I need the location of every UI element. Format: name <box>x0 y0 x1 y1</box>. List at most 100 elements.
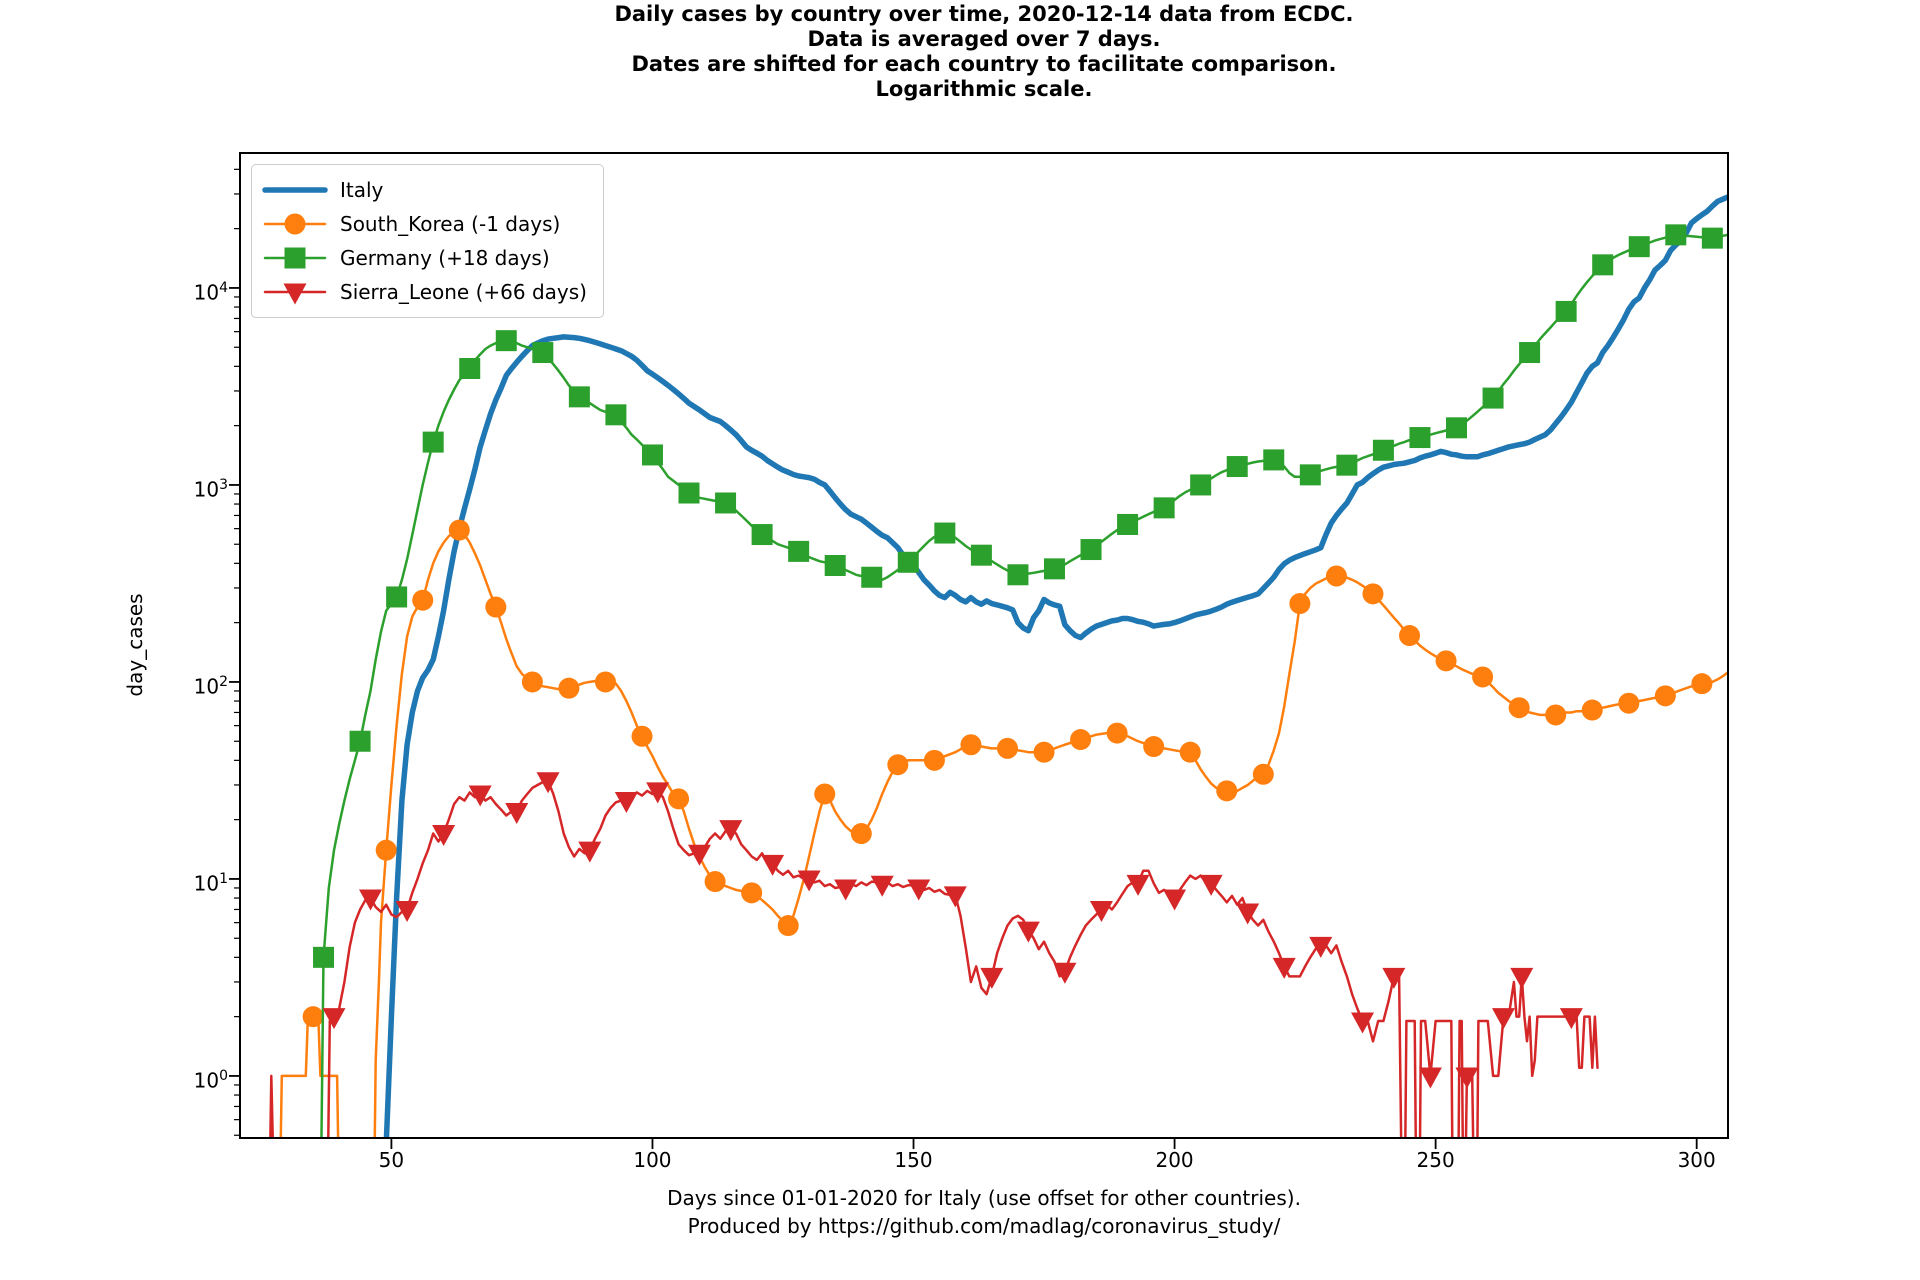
x-tick-label: 150 <box>894 1148 933 1172</box>
data-point <box>1362 583 1384 605</box>
data-point <box>1618 692 1640 714</box>
data-point <box>850 823 872 845</box>
data-point <box>1309 936 1333 958</box>
data-point <box>646 782 670 804</box>
data-point <box>1351 1012 1375 1034</box>
data-point <box>1070 729 1092 751</box>
data-point <box>1089 900 1113 922</box>
data-point <box>468 785 492 807</box>
square-marker-icon <box>263 247 327 269</box>
circle-marker-icon <box>263 213 327 235</box>
data-point <box>375 839 397 861</box>
legend-item-south_korea: South_Korea (-1 days) <box>262 207 587 241</box>
data-point <box>1555 300 1577 322</box>
data-point <box>1163 889 1187 911</box>
data-point <box>934 522 956 544</box>
data-point <box>1117 513 1139 535</box>
legend-label: Italy <box>340 178 384 202</box>
data-point <box>1199 874 1223 896</box>
data-point <box>485 596 507 618</box>
data-point <box>412 589 434 611</box>
data-point <box>761 854 785 876</box>
data-point <box>1382 967 1406 989</box>
data-point <box>824 555 846 577</box>
data-point <box>1043 558 1065 580</box>
data-point <box>631 725 653 747</box>
data-point <box>1272 957 1296 979</box>
legend-label: Germany (+18 days) <box>340 246 550 270</box>
data-point <box>943 886 967 908</box>
data-point <box>1153 497 1175 519</box>
data-point <box>1628 236 1650 258</box>
data-point <box>505 802 529 824</box>
data-point <box>788 540 810 562</box>
data-point <box>1409 427 1431 449</box>
data-point <box>1665 224 1687 246</box>
data-point <box>960 734 982 756</box>
series-line-sierra_leone <box>269 779 1599 1138</box>
data-point <box>1491 1008 1515 1030</box>
chart-title-line3: Dates are shifted for each country to fa… <box>631 52 1337 76</box>
data-point <box>704 871 726 893</box>
data-point <box>1289 593 1311 615</box>
data-point <box>313 946 335 968</box>
chart-title: Daily cases by country over time, 2020-1… <box>240 2 1728 102</box>
x-axis-label-line1: Days since 01-01-2020 for Italy (use off… <box>667 1186 1301 1210</box>
x-tick-label: 200 <box>1155 1148 1194 1172</box>
data-point <box>1455 1067 1479 1089</box>
data-point <box>641 444 663 466</box>
y-tick-label: 102 <box>193 673 228 699</box>
data-point <box>536 772 560 794</box>
x-tick-label: 100 <box>633 1148 672 1172</box>
data-point <box>687 844 711 866</box>
data-point <box>1007 564 1029 586</box>
data-point <box>1106 722 1128 744</box>
data-point <box>741 882 763 904</box>
data-point <box>1053 962 1077 984</box>
legend-item-italy: Italy <box>262 173 587 207</box>
data-point <box>719 820 743 842</box>
data-point <box>1399 625 1421 647</box>
data-point <box>578 841 602 863</box>
data-point <box>996 737 1018 759</box>
data-point <box>1190 474 1212 496</box>
data-point <box>1143 736 1165 758</box>
data-point <box>1372 439 1394 461</box>
data-point <box>1263 449 1285 471</box>
data-point <box>980 967 1004 989</box>
data-point <box>715 492 737 514</box>
data-point <box>322 1008 346 1030</box>
data-point <box>521 671 543 693</box>
data-point <box>861 566 883 588</box>
y-tick-label: 103 <box>193 476 228 502</box>
data-point <box>495 330 517 352</box>
data-point <box>1508 697 1530 719</box>
data-point <box>558 677 580 699</box>
chart-title-line1: Daily cases by country over time, 2020-1… <box>614 2 1354 26</box>
data-point <box>302 1006 324 1028</box>
data-point <box>1592 254 1614 276</box>
data-point <box>1299 464 1321 486</box>
data-point <box>1510 967 1534 989</box>
data-point <box>395 900 419 922</box>
data-point <box>678 482 700 504</box>
data-point <box>1435 650 1457 672</box>
x-tick-label: 250 <box>1416 1148 1455 1172</box>
data-point <box>897 551 919 573</box>
data-point <box>1252 763 1274 785</box>
data-point <box>605 404 627 426</box>
legend-item-sierra_leone: Sierra_Leone (+66 days) <box>262 275 587 309</box>
data-point <box>1559 1008 1583 1030</box>
data-point <box>359 889 383 911</box>
legend: Italy South_Korea (-1 days) Germany (+18 d… <box>251 164 604 318</box>
data-point <box>1336 454 1358 476</box>
triangle-down-marker-icon <box>263 283 327 305</box>
data-point <box>1519 342 1541 364</box>
data-point <box>1472 666 1494 688</box>
series-line-italy <box>383 194 1728 1138</box>
y-tick-label: 100 <box>193 1067 228 1093</box>
data-point <box>386 586 408 608</box>
x-axis-label-line2: Produced by https://github.com/madlag/co… <box>687 1214 1281 1238</box>
